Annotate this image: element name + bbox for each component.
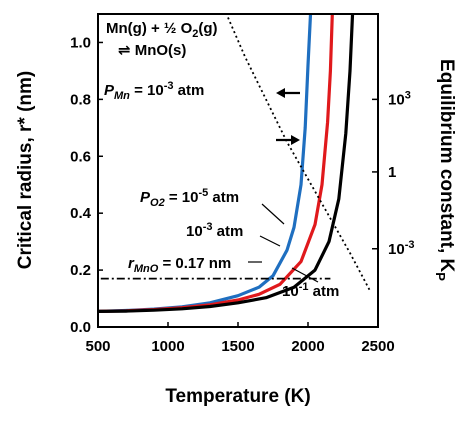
po2-exponent: -5 <box>198 187 208 199</box>
y-tick-label: 0.6 <box>70 148 91 165</box>
mid-exponent: -3 <box>203 221 213 233</box>
reaction-subscript: 2 <box>192 28 198 40</box>
reaction-text-a: Mn(g) + ½ O <box>106 20 193 37</box>
y-tick-label: 0.4 <box>70 205 92 222</box>
rmno-value: = 0.17 nm <box>158 255 231 272</box>
po2-unit: atm <box>208 189 239 206</box>
x-tick-label: 1000 <box>151 338 184 355</box>
low-value: 10 <box>282 283 299 300</box>
x-tick-label: 2000 <box>291 338 324 355</box>
y2-axis-title-subscript: P <box>433 272 448 281</box>
x-tick-label: 2500 <box>361 338 394 355</box>
po2-symbol: P <box>140 189 151 206</box>
arrow-right-icon <box>276 135 300 145</box>
y2-tick-label: 103 <box>388 89 411 108</box>
y2-tick-label: 1 <box>388 164 396 181</box>
y-axis-title: Critical radius, r* (nm) <box>15 71 36 270</box>
pmn-value: = 10 <box>130 82 164 99</box>
rmno-symbol: r <box>128 255 135 272</box>
leader-line-po2 <box>261 203 285 225</box>
x-tick-label: 500 <box>85 338 110 355</box>
low-exponent: -1 <box>299 281 309 293</box>
series-layer <box>98 14 371 313</box>
series-line-3 <box>98 14 355 313</box>
arrow-left-icon <box>276 88 300 98</box>
leader-line-low <box>291 267 319 283</box>
y-tick-label: 0.0 <box>70 319 91 336</box>
x-axis-title: Temperature (K) <box>165 386 310 407</box>
reaction-line-1: Mn(g) + ½ O2(g) <box>106 20 218 40</box>
pmn-unit: atm <box>173 82 204 99</box>
reaction-text-b: (g) <box>198 20 217 37</box>
y-tick-label: 0.8 <box>70 91 91 108</box>
po2-subscript: O2 <box>150 197 165 209</box>
y2-tick-label: 10-3 <box>388 239 414 258</box>
po2-label: PO2 = 10-5 atm <box>140 187 239 209</box>
y2-axis-title-main: Equilibrium constant, K <box>436 59 457 273</box>
x-tick-label: 1500 <box>221 338 254 355</box>
low-unit: atm <box>308 283 339 300</box>
tick-layer: 500 1000 1500 2000 2500 0.0 0.2 0.4 0.6 0.8 1.0 103… <box>70 34 414 355</box>
rmno-subscript: MnO <box>134 263 159 275</box>
po2-value: = 10 <box>165 189 199 206</box>
mid-value: 10 <box>186 223 203 240</box>
series-line-4 <box>225 14 371 291</box>
leader-line-mid <box>259 235 281 247</box>
rmno-label: rMnO = 0.17 nm <box>128 255 231 275</box>
pmn-exponent: -3 <box>164 80 174 92</box>
pmn-label: PMn = 10-3 atm <box>104 80 204 102</box>
pmn-subscript: Mn <box>114 90 130 102</box>
y-tick-label: 0.2 <box>70 262 91 279</box>
y-tick-label: 1.0 <box>70 34 91 51</box>
reaction-line-2: ⇌ MnO(s) <box>118 42 186 59</box>
mid-unit: atm <box>212 223 243 240</box>
pmn-symbol: P <box>104 82 115 99</box>
pressure-label-low: 10-1 atm <box>282 281 339 300</box>
y2-axis-title: Equilibrium constant, KP <box>433 59 457 281</box>
pressure-label-mid: 10-3 atm <box>186 221 243 240</box>
